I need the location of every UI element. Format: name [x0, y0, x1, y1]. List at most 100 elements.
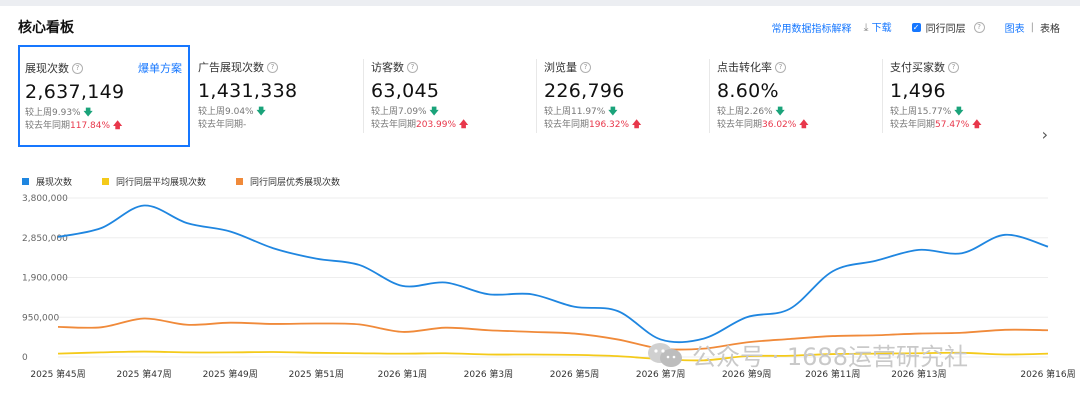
yoy-label: 较去年同期: [25, 121, 71, 131]
help-icon[interactable]: ?: [580, 61, 591, 73]
data-point-2: [230, 322, 231, 323]
metric-label: 展现次数: [25, 62, 69, 75]
metric-card-visitors[interactable]: 访客数? 63,045 较上周7.09% 🡇 较去年同期203.99% 🡅: [365, 45, 537, 147]
metric-label-row: 点击转化率?: [717, 59, 883, 75]
help-icon[interactable]: ?: [775, 61, 786, 73]
data-point-1: [187, 352, 188, 353]
plan-link[interactable]: 爆单方案: [138, 62, 182, 75]
arrow-down-icon: 🡇: [429, 107, 439, 117]
metric-label: 广告展现次数: [198, 61, 264, 74]
page-title: 核心看板: [18, 20, 74, 36]
metric-yoy: 较去年同期36.02% 🡅: [717, 119, 883, 132]
help-icon[interactable]: ?: [407, 61, 418, 73]
legend-swatch: [236, 178, 244, 185]
metric-help-link[interactable]: 常用数据指标解释: [771, 23, 852, 35]
x-tick-label: 2026 第16周: [1020, 368, 1075, 380]
metric-wow: 较上周7.09% 🡇: [371, 106, 537, 119]
wow-label: 较上周: [890, 107, 918, 117]
metric-label: 浏览量: [544, 61, 577, 74]
arrow-up-icon: 🡅: [631, 120, 642, 130]
series-line-1[interactable]: [57, 350, 1049, 362]
view-chart-tab[interactable]: 图表: [1004, 23, 1025, 35]
metric-yoy: 较去年同期196.32% 🡅: [544, 119, 710, 132]
help-icon[interactable]: ?: [948, 61, 959, 73]
arrow-down-icon: 🡇: [775, 107, 785, 117]
data-point-0: [918, 249, 919, 250]
metric-label-row: 访客数?: [371, 59, 537, 75]
metric-wow: 较上周2.26% 🡇: [717, 106, 883, 119]
data-point-0: [445, 282, 446, 283]
wow-label: 较上周: [198, 107, 226, 117]
metric-yoy: 较去年同期117.84% 🡅: [25, 120, 188, 133]
peer-tier-toggle[interactable]: ✓ 同行同层 ?: [911, 20, 985, 35]
data-point-0: [402, 285, 403, 286]
metric-label: 访客数: [371, 61, 404, 74]
data-point-2: [574, 333, 575, 334]
wow-label: 较上周: [717, 107, 745, 117]
arrow-up-icon: 🡅: [112, 121, 123, 131]
data-point-0: [187, 223, 188, 224]
help-icon[interactable]: ?: [72, 62, 83, 74]
data-point-0: [789, 308, 790, 309]
legend-item[interactable]: 同行同层平均展现次数: [102, 175, 206, 188]
metric-yoy: 较去年同期57.47% 🡅: [890, 119, 1056, 132]
metric-value: 8.60%: [717, 80, 779, 102]
metric-cards: 展现次数? 2,637,149 较上周9.93% 🡇 较去年同期117.84% …: [18, 45, 1058, 147]
yoy-value: 57.47%: [935, 120, 970, 130]
data-point-2: [488, 330, 489, 331]
arrow-up-icon: 🡅: [972, 120, 982, 130]
wow-value: 9.93%: [52, 108, 81, 118]
data-point-0: [617, 310, 618, 311]
data-point-0: [273, 248, 274, 249]
chevron-right-icon[interactable]: ›: [1041, 125, 1048, 144]
data-point-1: [1004, 354, 1005, 355]
x-tick-label: 2026 第13周: [891, 368, 946, 380]
data-point-0: [746, 317, 747, 318]
metric-card-ad-impressions[interactable]: 广告展现次数? 1,431,338 较上周9.04% 🡇 较去年同期-: [192, 45, 364, 147]
view-separator: |: [1030, 21, 1034, 33]
metric-wow: 较上周9.04% 🡇: [198, 106, 364, 119]
legend-label: 展现次数: [36, 178, 73, 188]
yoy-value: 196.32%: [589, 120, 630, 130]
wow-value: 15.77%: [917, 107, 952, 117]
arrow-up-icon: 🡅: [799, 120, 809, 130]
data-point-2: [875, 335, 876, 336]
metric-value: 63,045: [371, 80, 440, 102]
yoy-value: 203.99%: [416, 120, 457, 130]
data-point-2: [273, 323, 274, 324]
legend-item[interactable]: 展现次数: [22, 175, 72, 188]
x-tick-label: 2025 第47周: [116, 368, 171, 380]
metric-card-conversion-rate[interactable]: 点击转化率? 8.60% 较上周2.26% 🡇 较去年同期36.02% 🡅: [711, 45, 883, 147]
checkbox-icon[interactable]: ✓: [911, 22, 921, 32]
data-point-2: [918, 333, 919, 334]
metric-label: 点击转化率: [717, 61, 772, 74]
download-button[interactable]: ⤓ 下载: [864, 19, 892, 35]
help-icon[interactable]: ?: [267, 61, 278, 73]
series-line-0[interactable]: [57, 204, 1049, 344]
series-line-2[interactable]: [57, 317, 1049, 351]
data-point-0: [1004, 234, 1005, 235]
metric-wow: 较上周9.93% 🡇: [25, 107, 188, 120]
metric-yoy: 较去年同期-: [198, 119, 364, 132]
help-icon[interactable]: ?: [973, 21, 985, 33]
card-divider: [709, 59, 710, 133]
card-divider: [536, 59, 537, 133]
watermark: 公众号 · 1688运营研究社: [646, 337, 968, 372]
data-point-0: [488, 294, 489, 295]
data-point-1: [445, 353, 446, 354]
legend-item[interactable]: 同行同层优秀展现次数: [236, 175, 340, 188]
metric-card-pageviews[interactable]: 浏览量? 226,796 较上周11.97% 🡇 较去年同期196.32% 🡅: [538, 45, 710, 147]
data-point-0: [230, 231, 231, 232]
metric-card-impressions[interactable]: 展现次数? 2,637,149 较上周9.93% 🡇 较去年同期117.84% …: [18, 45, 190, 147]
metric-card-paying-buyers[interactable]: 支付买家数? 1,496 较上周15.77% 🡇 较去年同期57.47% 🡅: [884, 45, 1056, 147]
legend-swatch: [102, 178, 110, 185]
yoy-label: 较去年同期: [544, 120, 590, 130]
data-point-2: [402, 331, 403, 332]
metric-label-row: 浏览量?: [544, 59, 710, 75]
legend-label: 同行同层优秀展现次数: [250, 178, 341, 188]
data-point-2: [316, 323, 317, 324]
data-point-2: [1047, 330, 1048, 331]
y-tick-label: 0: [22, 353, 28, 363]
y-tick-label: 3,800,000: [22, 194, 68, 204]
view-table-tab[interactable]: 表格: [1040, 23, 1060, 35]
